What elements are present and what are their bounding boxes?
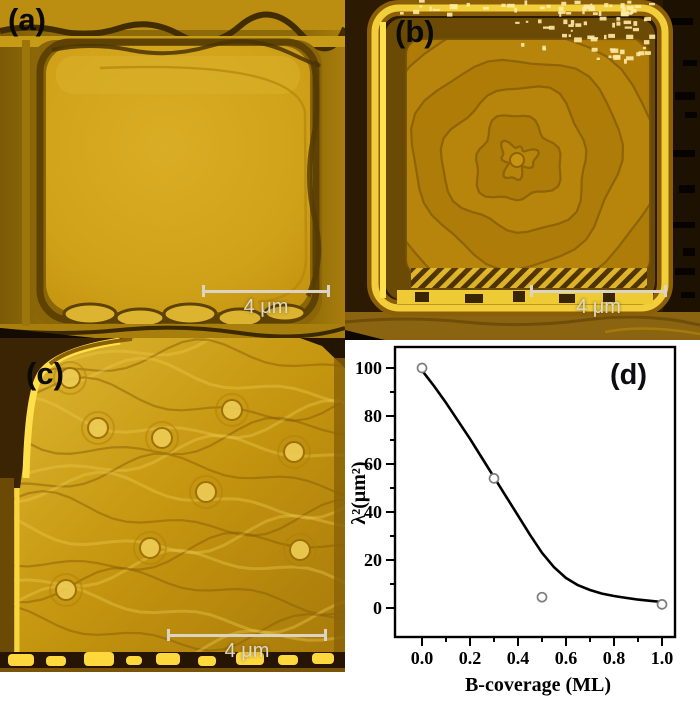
x-tick-label: 0.6 [555,648,578,668]
y-tick-label: 60 [364,454,382,474]
data-point [488,473,500,484]
scale-bar-text-a: 4 μm [243,296,289,318]
panel-label-d: (d) [610,359,648,391]
scale-bar-line [530,290,667,293]
scale-bar-text-b: 4 μm [576,296,621,318]
y-tick-label: 80 [364,406,382,426]
y-tick-label: 0 [373,598,382,618]
scale-bar-text-c: 4 μm [224,640,270,662]
data-point [656,599,668,610]
afm-background-a [0,0,345,338]
x-tick-label: 0.2 [459,648,482,668]
fit-curve [420,369,664,604]
y-tick-label: 20 [364,550,382,570]
x-axis-label: B-coverage (ML) [465,674,611,696]
x-tick-label: 1.0 [651,648,674,668]
scale-bar-line [202,290,330,293]
scale-bar-a: 4 μm [202,285,330,321]
panel-label-a: (a) [8,2,46,37]
afm-background-b [345,0,700,340]
y-tick-label: 100 [355,358,382,378]
scale-bar-end-tick [327,285,330,297]
panel-a-afm-image: (a) 4 μm [0,0,345,338]
y-axis-label: λ²(μm²) [348,461,370,524]
panel-label-c: (c) [26,356,64,391]
x-tick-label: 0.4 [507,648,530,668]
y-tick-label: 40 [364,502,382,522]
afm-texture-b [345,0,700,340]
data-point [536,591,548,603]
afm-texture-a [0,0,345,338]
afm-texture-c [0,338,345,672]
afm-background-c [0,338,345,672]
x-tick-label: 0.0 [411,648,434,668]
plot-frame [393,345,677,639]
scale-bar-end-tick [324,629,327,641]
panel-b-afm-image: (b) 4 μm [345,0,700,340]
lambda-vs-coverage-chart: 0.0 0.2 0.4 0.6 0.8 1.0 0 20 40 60 80 100 B-coverage… [348,345,677,696]
panel-label-b: (b) [395,14,435,49]
scale-bar-end-tick [664,285,667,297]
scale-bar-line [167,634,327,637]
data-point [416,362,428,374]
scale-bar-b: 4 μm [530,285,667,321]
panel-d-chart: 0.0 0.2 0.4 0.6 0.8 1.0 0 20 40 60 80 100 B-coverage… [345,340,700,701]
scale-bar-c: 4 μm [167,629,327,665]
x-tick-label: 0.8 [603,648,626,668]
panel-c-afm-image: (c) 4 μm [0,338,345,672]
